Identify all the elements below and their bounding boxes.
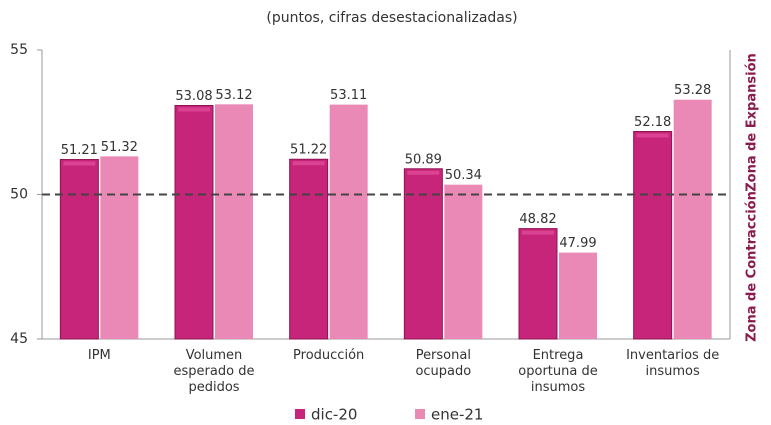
value-label: 51.22	[290, 143, 327, 158]
value-label: 51.21	[61, 143, 98, 158]
y-tick-label: 45	[10, 331, 28, 347]
bar	[559, 252, 597, 339]
value-label: 48.82	[519, 212, 556, 227]
bar	[403, 168, 443, 340]
y-tick-label: 55	[10, 42, 28, 58]
bar	[174, 104, 214, 340]
value-label: 53.11	[330, 88, 367, 103]
bar	[673, 99, 712, 339]
x-tick-label: IPM	[87, 348, 111, 363]
x-tick-label: Entrega oportuna de insumos	[518, 348, 598, 395]
legend-swatch	[415, 409, 425, 419]
legend-swatch	[295, 409, 305, 419]
bar	[59, 159, 99, 340]
value-label: 51.32	[101, 140, 138, 155]
bar	[633, 130, 673, 340]
legend-label: ene-21	[431, 406, 483, 424]
value-label: 53.12	[215, 88, 252, 103]
bar	[215, 104, 253, 339]
bar-highlight	[63, 161, 96, 166]
bar-highlight	[292, 161, 325, 166]
zone-label: Zona de Expansión	[745, 53, 760, 192]
value-label: 50.89	[405, 152, 442, 167]
value-label: 53.28	[674, 83, 711, 98]
bar	[444, 184, 483, 339]
chart-title: (puntos, cifras desestacionalizadas)	[266, 10, 517, 26]
bar	[329, 104, 368, 339]
bar-highlight	[522, 230, 554, 235]
x-tick-label: Inventarios de insumos	[626, 348, 720, 379]
bar-highlight	[636, 133, 669, 138]
bar-highlight	[407, 170, 440, 175]
x-tick-label: Personal ocupado	[415, 348, 472, 379]
legend-label: dic-20	[311, 406, 357, 424]
x-tick-label: Producción	[293, 348, 365, 363]
value-label: 47.99	[559, 236, 596, 251]
zone-label: Zona de Contracción	[745, 191, 760, 342]
value-label: 50.34	[445, 168, 482, 183]
bar	[518, 228, 558, 340]
value-label: 53.08	[175, 89, 212, 104]
value-label: 52.18	[634, 115, 671, 130]
y-tick-label: 50	[10, 187, 28, 203]
bar	[100, 156, 139, 339]
x-tick-label: Volumen esperado de pedidos	[173, 348, 255, 395]
bar-highlight	[178, 107, 210, 112]
bar	[289, 158, 329, 340]
